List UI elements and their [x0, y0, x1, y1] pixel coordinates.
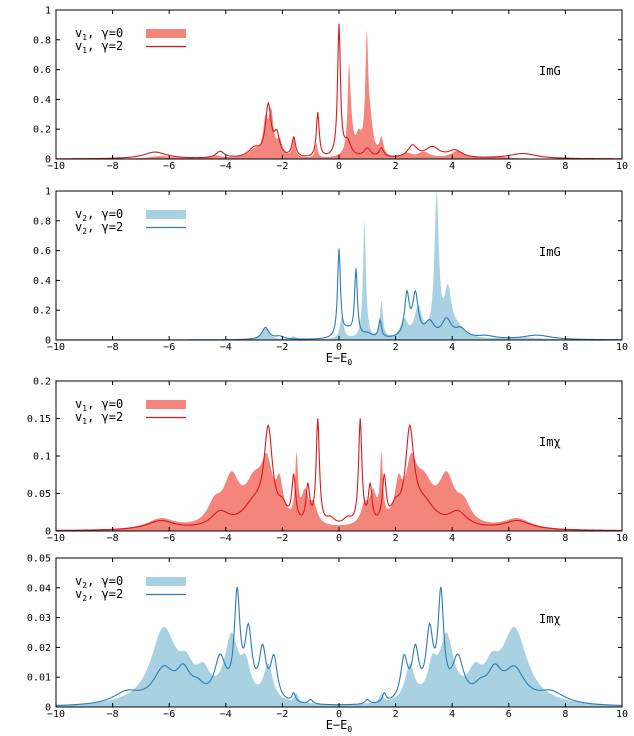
- x-tick-label: −4: [220, 709, 232, 720]
- y-tick-label: 0.4: [33, 95, 51, 106]
- legend-label: v2, γ=0: [75, 207, 123, 223]
- series-2-0-area: [56, 450, 622, 531]
- x-tick-label: 8: [562, 342, 568, 353]
- x-tick-label: 0: [336, 533, 342, 544]
- y-tick-label: 0.1: [33, 452, 51, 463]
- legend-swatch-fill: [146, 210, 186, 219]
- y-tick-label: 0.4: [33, 276, 51, 287]
- x-tick-label: 4: [449, 533, 455, 544]
- x-axis-label: E−E0: [326, 718, 353, 734]
- y-tick-label: 0.2: [33, 377, 51, 388]
- y-tick-label: 1: [45, 187, 51, 198]
- x-tick-label: 0: [336, 161, 342, 172]
- panel-1: −10 −8 −6 −4 −2 0 2 4 6 8 10 0 0.2 0.4 0.6 0.8 1 ImG v1, γ…: [33, 6, 628, 173]
- plot-frame: [55, 380, 623, 532]
- x-tick-label: −2: [276, 342, 288, 353]
- x-tick-label: −8: [107, 161, 119, 172]
- series-3-0-area: [56, 626, 622, 707]
- y-tick-label: 1: [45, 6, 51, 17]
- y-tick-label: 0.2: [33, 125, 51, 136]
- panel-annotation: Imχ: [539, 435, 561, 449]
- y-tick-label: 0.05: [27, 489, 51, 500]
- panel-annotation: ImG: [539, 64, 561, 78]
- y-tick-label: 0.04: [27, 583, 51, 594]
- y-tick-label: 0.03: [27, 613, 51, 624]
- y-tick-label: 0.6: [33, 65, 51, 76]
- x-tick-label: 6: [506, 342, 512, 353]
- x-tick-label: −2: [276, 533, 288, 544]
- x-tick-label: −10: [47, 709, 65, 720]
- x-tick-label: 10: [616, 533, 628, 544]
- x-tick-label: 10: [616, 709, 628, 720]
- x-axis-label: E−E0: [326, 351, 353, 367]
- x-tick-label: −4: [220, 161, 232, 172]
- y-tick-label: 0.05: [27, 554, 51, 565]
- x-tick-label: −6: [163, 161, 175, 172]
- panel-annotation: Imχ: [539, 612, 561, 626]
- legend-label: v2, γ=0: [75, 574, 123, 590]
- x-tick-label: −10: [47, 161, 65, 172]
- x-tick-label: −2: [276, 161, 288, 172]
- series-2-1-line: [55, 418, 623, 531]
- legend-label: v1, γ=0: [75, 26, 123, 42]
- x-tick-label: −8: [107, 342, 119, 353]
- y-tick-label: 0.2: [33, 306, 51, 317]
- x-tick-label: 2: [393, 161, 399, 172]
- legend-label: v2, γ=2: [75, 587, 123, 603]
- y-tick-label: 0: [45, 336, 51, 347]
- x-tick-label: −8: [107, 709, 119, 720]
- y-tick-label: 0: [45, 155, 51, 166]
- series-0-1-line: [56, 23, 622, 160]
- x-tick-label: 8: [562, 533, 568, 544]
- y-tick-label: 0: [45, 703, 51, 714]
- x-tick-label: 8: [562, 709, 568, 720]
- series-1-1-line: [56, 248, 623, 341]
- y-tick-label: 0.6: [33, 246, 51, 257]
- x-tick-label: −6: [163, 342, 175, 353]
- legend-swatch-fill: [146, 577, 186, 586]
- x-tick-label: 2: [393, 342, 399, 353]
- x-tick-label: 4: [449, 709, 455, 720]
- x-tick-label: −6: [163, 709, 175, 720]
- x-tick-label: 4: [449, 161, 455, 172]
- legend-label: v1, γ=2: [75, 39, 123, 55]
- x-tick-label: 0: [336, 709, 342, 720]
- x-tick-label: 0: [336, 342, 342, 353]
- panel-3: −10 −8 −6 −4 −2 0 2 4 6 8 10 0 0.05 0.1 0.15 0.2 Imχ v1, …: [27, 377, 628, 545]
- y-tick-label: 0.15: [27, 414, 51, 425]
- panel-4: −10 −8 −6 −4 −2 0 2 4 6 8 10 0 0.01 0.02 0.03 0.04 0.05 E…: [27, 554, 628, 735]
- series-1-0-area: [56, 189, 622, 340]
- x-tick-label: −2: [276, 709, 288, 720]
- x-tick-label: −8: [107, 533, 119, 544]
- y-tick-label: 0: [45, 527, 51, 538]
- legend-swatch-fill: [146, 400, 186, 409]
- legend-label: v1, γ=2: [75, 410, 123, 426]
- plot-frame: [55, 190, 623, 341]
- y-tick-label: 0.8: [33, 35, 51, 46]
- x-tick-label: 4: [449, 342, 455, 353]
- y-tick-label: 0.02: [27, 643, 51, 654]
- y-tick-label: 0.01: [27, 673, 51, 684]
- x-tick-label: −10: [47, 533, 65, 544]
- x-tick-label: 2: [393, 709, 399, 720]
- x-tick-label: −6: [163, 533, 175, 544]
- x-tick-label: −4: [220, 342, 232, 353]
- legend-swatch-fill: [146, 29, 186, 38]
- legend-label: v1, γ=0: [75, 397, 123, 413]
- x-tick-label: −10: [47, 342, 65, 353]
- x-tick-label: 10: [616, 342, 628, 353]
- x-tick-label: 6: [506, 709, 512, 720]
- x-tick-label: 6: [506, 161, 512, 172]
- y-tick-label: 0.8: [33, 216, 51, 227]
- x-tick-label: 8: [562, 161, 568, 172]
- x-tick-label: 2: [393, 533, 399, 544]
- x-tick-label: 10: [616, 161, 628, 172]
- series-0-0-area: [56, 30, 622, 159]
- legend-label: v2, γ=2: [75, 220, 123, 236]
- panel-2: −10 −8 −6 −4 −2 0 2 4 6 8 10 0 0.2 0.4 0.6 0.8 1 E−E0 ImG v…: [33, 187, 628, 368]
- x-tick-label: 6: [506, 533, 512, 544]
- panel-annotation: ImG: [539, 245, 561, 259]
- x-tick-label: −4: [220, 533, 232, 544]
